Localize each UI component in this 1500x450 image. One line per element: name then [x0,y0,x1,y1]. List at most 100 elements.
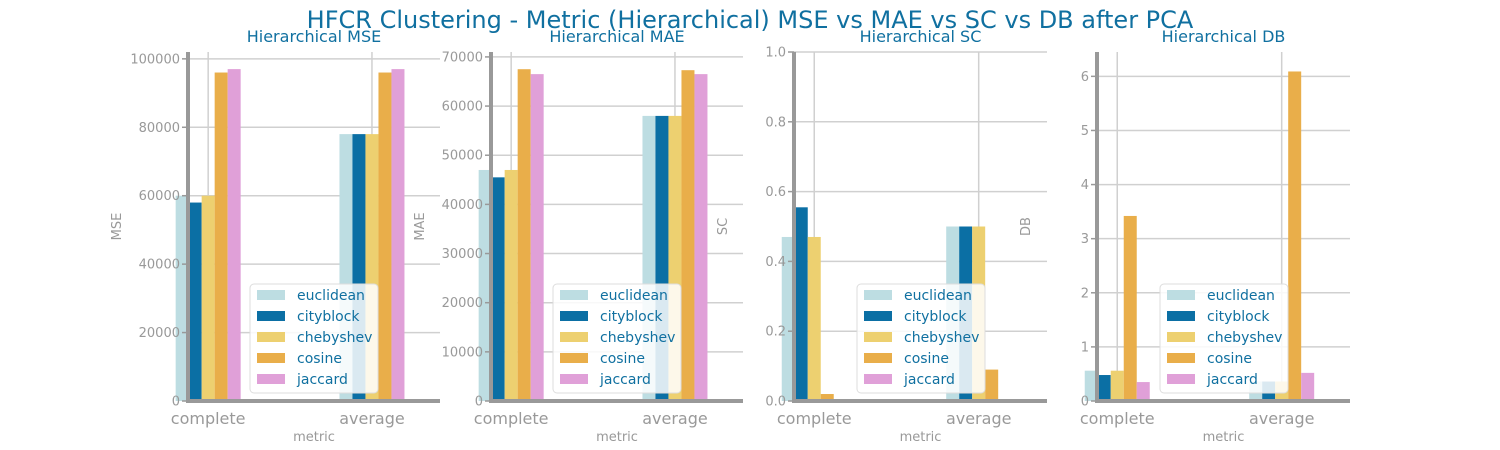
legend-label-jaccard: jaccard [903,372,955,388]
legend-label-chebyshev: chebyshev [1207,330,1282,346]
x-tick-label: complete [1080,409,1155,428]
bar-chebyshev-complete [1110,370,1124,401]
y-tick-label: 50000 [442,149,483,164]
legend-label-cosine: cosine [600,351,645,367]
legend-label-chebyshev: chebyshev [600,330,675,346]
bar-cosine-average [681,70,695,402]
legend-swatch-euclidean [257,290,285,300]
y-tick-label: 4 [1081,178,1089,193]
y-tick-label: 30000 [442,247,483,262]
legend-label-jaccard: jaccard [296,372,348,388]
bar-chebyshev-complete [504,169,518,401]
bar-euclidean-complete [478,169,492,401]
panel-title: Hierarchical MSE [247,27,382,46]
legend-label-chebyshev: chebyshev [904,330,979,346]
legend-swatch-euclidean [560,290,588,300]
y-tick-label: 40000 [139,258,180,273]
x-axis-label: metric [900,430,942,445]
x-axis-label: metric [1203,430,1245,445]
legend-swatch-cityblock [560,311,588,321]
chart-panel-4: 0 1 2 3 4 5 6 complete average metric DB Hierarchic… [1019,27,1350,445]
bar-cityblock-complete [491,177,505,401]
bar-cosine-complete [1123,215,1137,401]
legend-swatch-jaccard [864,374,892,384]
y-tick-label: 60000 [442,100,483,115]
legend-swatch-euclidean [864,290,892,300]
legend: euclidean cityblock chebyshev cosine jaccard [1159,283,1289,394]
y-axis-label: SC [716,218,731,235]
x-tick-label: complete [474,409,549,428]
bar-cosine-average [985,369,999,401]
legend-label-cityblock: cityblock [297,309,360,325]
chart-panel-3: 0.0 0.2 0.4 0.6 0.8 1.0 complete average metric S… [716,27,1047,445]
y-tick-label: 100000 [130,52,180,67]
y-tick-label: 1 [1081,340,1089,355]
legend-label-cosine: cosine [904,351,949,367]
x-tick-label: average [1249,409,1315,428]
y-tick-label: 70000 [442,50,483,65]
y-tick-label: 60000 [139,189,180,204]
legend-label-euclidean: euclidean [904,288,972,304]
legend-swatch-cosine [257,353,285,363]
bar-jaccard-average [694,74,708,401]
bar-jaccard-complete [530,74,544,401]
y-tick-label: 20000 [139,326,180,341]
x-axis-label: metric [596,430,638,445]
y-tick-label: 1.0 [765,46,786,61]
bar-euclidean-complete [1084,370,1098,401]
x-tick-label: average [339,409,405,428]
y-tick-label: 0.0 [765,395,786,410]
legend: euclidean cityblock chebyshev cosine jaccard [249,283,379,394]
y-tick-label: 2 [1081,286,1089,301]
y-tick-label: 5 [1081,124,1089,139]
bar-cosine-average [1288,71,1302,402]
bar-euclidean-complete [781,236,795,401]
y-tick-label: 0.8 [765,115,786,130]
legend-swatch-cosine [864,353,892,363]
legend-label-cityblock: cityblock [1207,309,1270,325]
x-tick-label: average [946,409,1012,428]
bar-jaccard-complete [1136,382,1150,401]
legend-label-chebyshev: chebyshev [297,330,372,346]
y-tick-label: 0.6 [765,185,786,200]
legend-label-jaccard: jaccard [1206,372,1258,388]
y-tick-label: 20000 [442,296,483,311]
bar-cityblock-complete [188,202,202,401]
bar-euclidean-complete [175,195,189,401]
legend-swatch-cityblock [257,311,285,321]
legend-label-cityblock: cityblock [904,309,967,325]
x-tick-label: complete [777,409,852,428]
bar-chebyshev-complete [807,236,821,401]
legend-swatch-chebyshev [560,332,588,342]
legend-label-cosine: cosine [1207,351,1252,367]
legend: euclidean cityblock chebyshev cosine jaccard [552,283,682,394]
bar-cityblock-complete [1097,375,1111,401]
bar-cosine-complete [820,394,834,401]
panel-title: Hierarchical SC [860,27,982,46]
y-tick-label: 0.2 [765,325,786,340]
legend-label-jaccard: jaccard [599,372,651,388]
chart-panel-1: 0 20000 40000 60000 80000 100000 complete avera… [110,27,440,445]
x-tick-label: average [642,409,708,428]
legend-swatch-chebyshev [1167,332,1195,342]
x-axis-label: metric [293,430,335,445]
legend-swatch-cosine [560,353,588,363]
y-tick-label: 0.4 [765,255,786,270]
y-tick-label: 80000 [139,121,180,136]
bar-cosine-complete [214,72,228,401]
y-tick-label: 0 [475,395,483,410]
legend-swatch-chebyshev [864,332,892,342]
bar-cosine-average [378,72,392,401]
y-axis-label: DB [1019,217,1034,236]
panel-title: Hierarchical MAE [549,27,684,46]
legend-swatch-cityblock [1167,311,1195,321]
y-axis-label: MAE [413,212,428,240]
bar-cosine-complete [517,69,531,401]
y-tick-label: 3 [1081,232,1089,247]
figure-title: HFCR Clustering - Metric (Hierarchical) … [307,6,1194,34]
legend-swatch-chebyshev [257,332,285,342]
legend: euclidean cityblock chebyshev cosine jaccard [856,283,986,394]
y-tick-label: 40000 [442,198,483,213]
legend-swatch-euclidean [1167,290,1195,300]
bar-jaccard-complete [227,69,241,401]
